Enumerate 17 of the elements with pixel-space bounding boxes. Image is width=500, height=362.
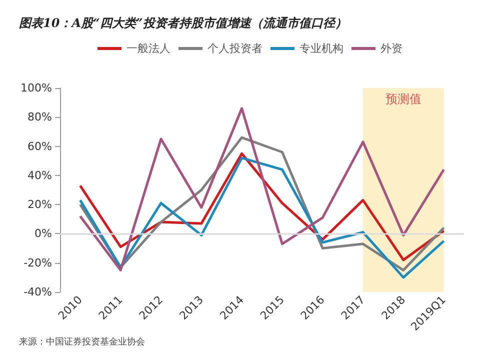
y-tick-label: 60% (28, 140, 52, 153)
y-tick-label: 100% (20, 82, 52, 94)
legend-label: 外资 (380, 42, 402, 55)
legend-label: 一般法人 (126, 42, 170, 55)
legend-label: 专业机构 (300, 42, 344, 55)
line-series (78, 156, 446, 279)
y-tick-label: 40% (28, 168, 52, 182)
band-label: 预测值 (385, 92, 422, 106)
y-tick-label: -40% (24, 286, 52, 298)
y-tick-label: -20% (24, 256, 52, 270)
line-series (78, 107, 446, 272)
y-tick-label: 20% (28, 198, 52, 212)
y-tick-label: 80% (28, 110, 52, 124)
legend-label: 个人投资者 (208, 42, 262, 55)
source-note: 来源：中国证券投资基金业协会 (19, 336, 145, 348)
y-tick-label: 0% (34, 227, 52, 240)
chart-title: 图表10：A股“四大类”投资者持股市值增速（流通市值口径） (19, 16, 347, 30)
